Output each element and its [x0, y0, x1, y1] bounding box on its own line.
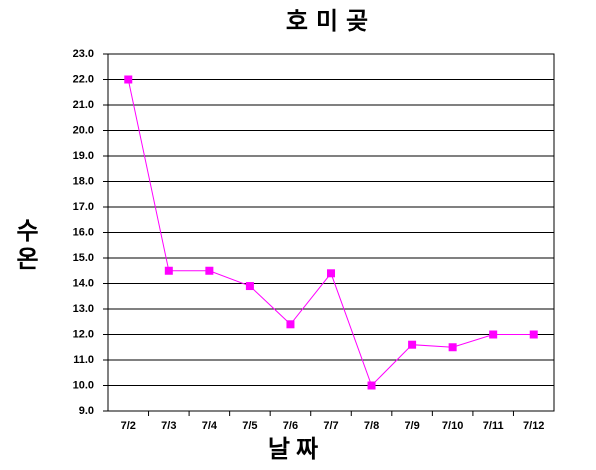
y-tick-label: 19.0 — [73, 150, 94, 162]
x-tick-label: 7/12 — [523, 420, 544, 432]
point-marker — [408, 340, 417, 349]
x-tick-label: 7/7 — [323, 420, 338, 432]
point-marker — [489, 330, 498, 339]
y-tick-label: 13.0 — [73, 303, 94, 315]
y-tick-label: 15.0 — [73, 252, 94, 264]
y-axis-label: 수온 — [11, 218, 39, 274]
point-marker — [245, 282, 254, 291]
y-tick-label: 22.0 — [73, 73, 94, 85]
x-tick-label: 7/8 — [364, 420, 379, 432]
x-axis-label: 날짜 — [268, 435, 324, 463]
chart-title: 호미곶 — [286, 7, 376, 35]
y-tick-label: 11.0 — [73, 354, 94, 366]
y-tick-label: 9.0 — [79, 405, 94, 417]
y-tick-label: 17.0 — [73, 201, 94, 213]
point-marker — [367, 381, 376, 390]
x-tick-label: 7/5 — [242, 420, 257, 432]
point-marker — [448, 343, 457, 352]
point-marker — [164, 266, 173, 275]
plot-frame — [107, 53, 555, 412]
point-marker — [205, 266, 214, 275]
point-marker — [327, 269, 335, 278]
x-tick-label: 7/9 — [404, 420, 419, 432]
point-marker — [124, 75, 133, 84]
y-tick-label: 14.0 — [73, 277, 94, 289]
y-tick-label: 10.0 — [73, 379, 94, 391]
x-tick-label: 7/2 — [121, 420, 136, 432]
x-tick-label: 7/3 — [161, 420, 176, 432]
y-tick-label: 20.0 — [73, 124, 94, 136]
y-tick-label: 16.0 — [73, 226, 94, 238]
y-tick-label: 12.0 — [73, 328, 94, 340]
x-tick-label: 7/10 — [442, 420, 463, 432]
y-tick-label: 18.0 — [73, 175, 94, 187]
x-tick-label: 7/6 — [283, 420, 298, 432]
point-marker — [286, 320, 295, 329]
y-tick-label: 23.0 — [73, 48, 94, 60]
y-tick-label: 21.0 — [73, 99, 94, 111]
x-tick-label: 7/4 — [202, 420, 218, 432]
x-tick-label: 7/11 — [483, 420, 504, 432]
point-marker — [529, 330, 538, 339]
